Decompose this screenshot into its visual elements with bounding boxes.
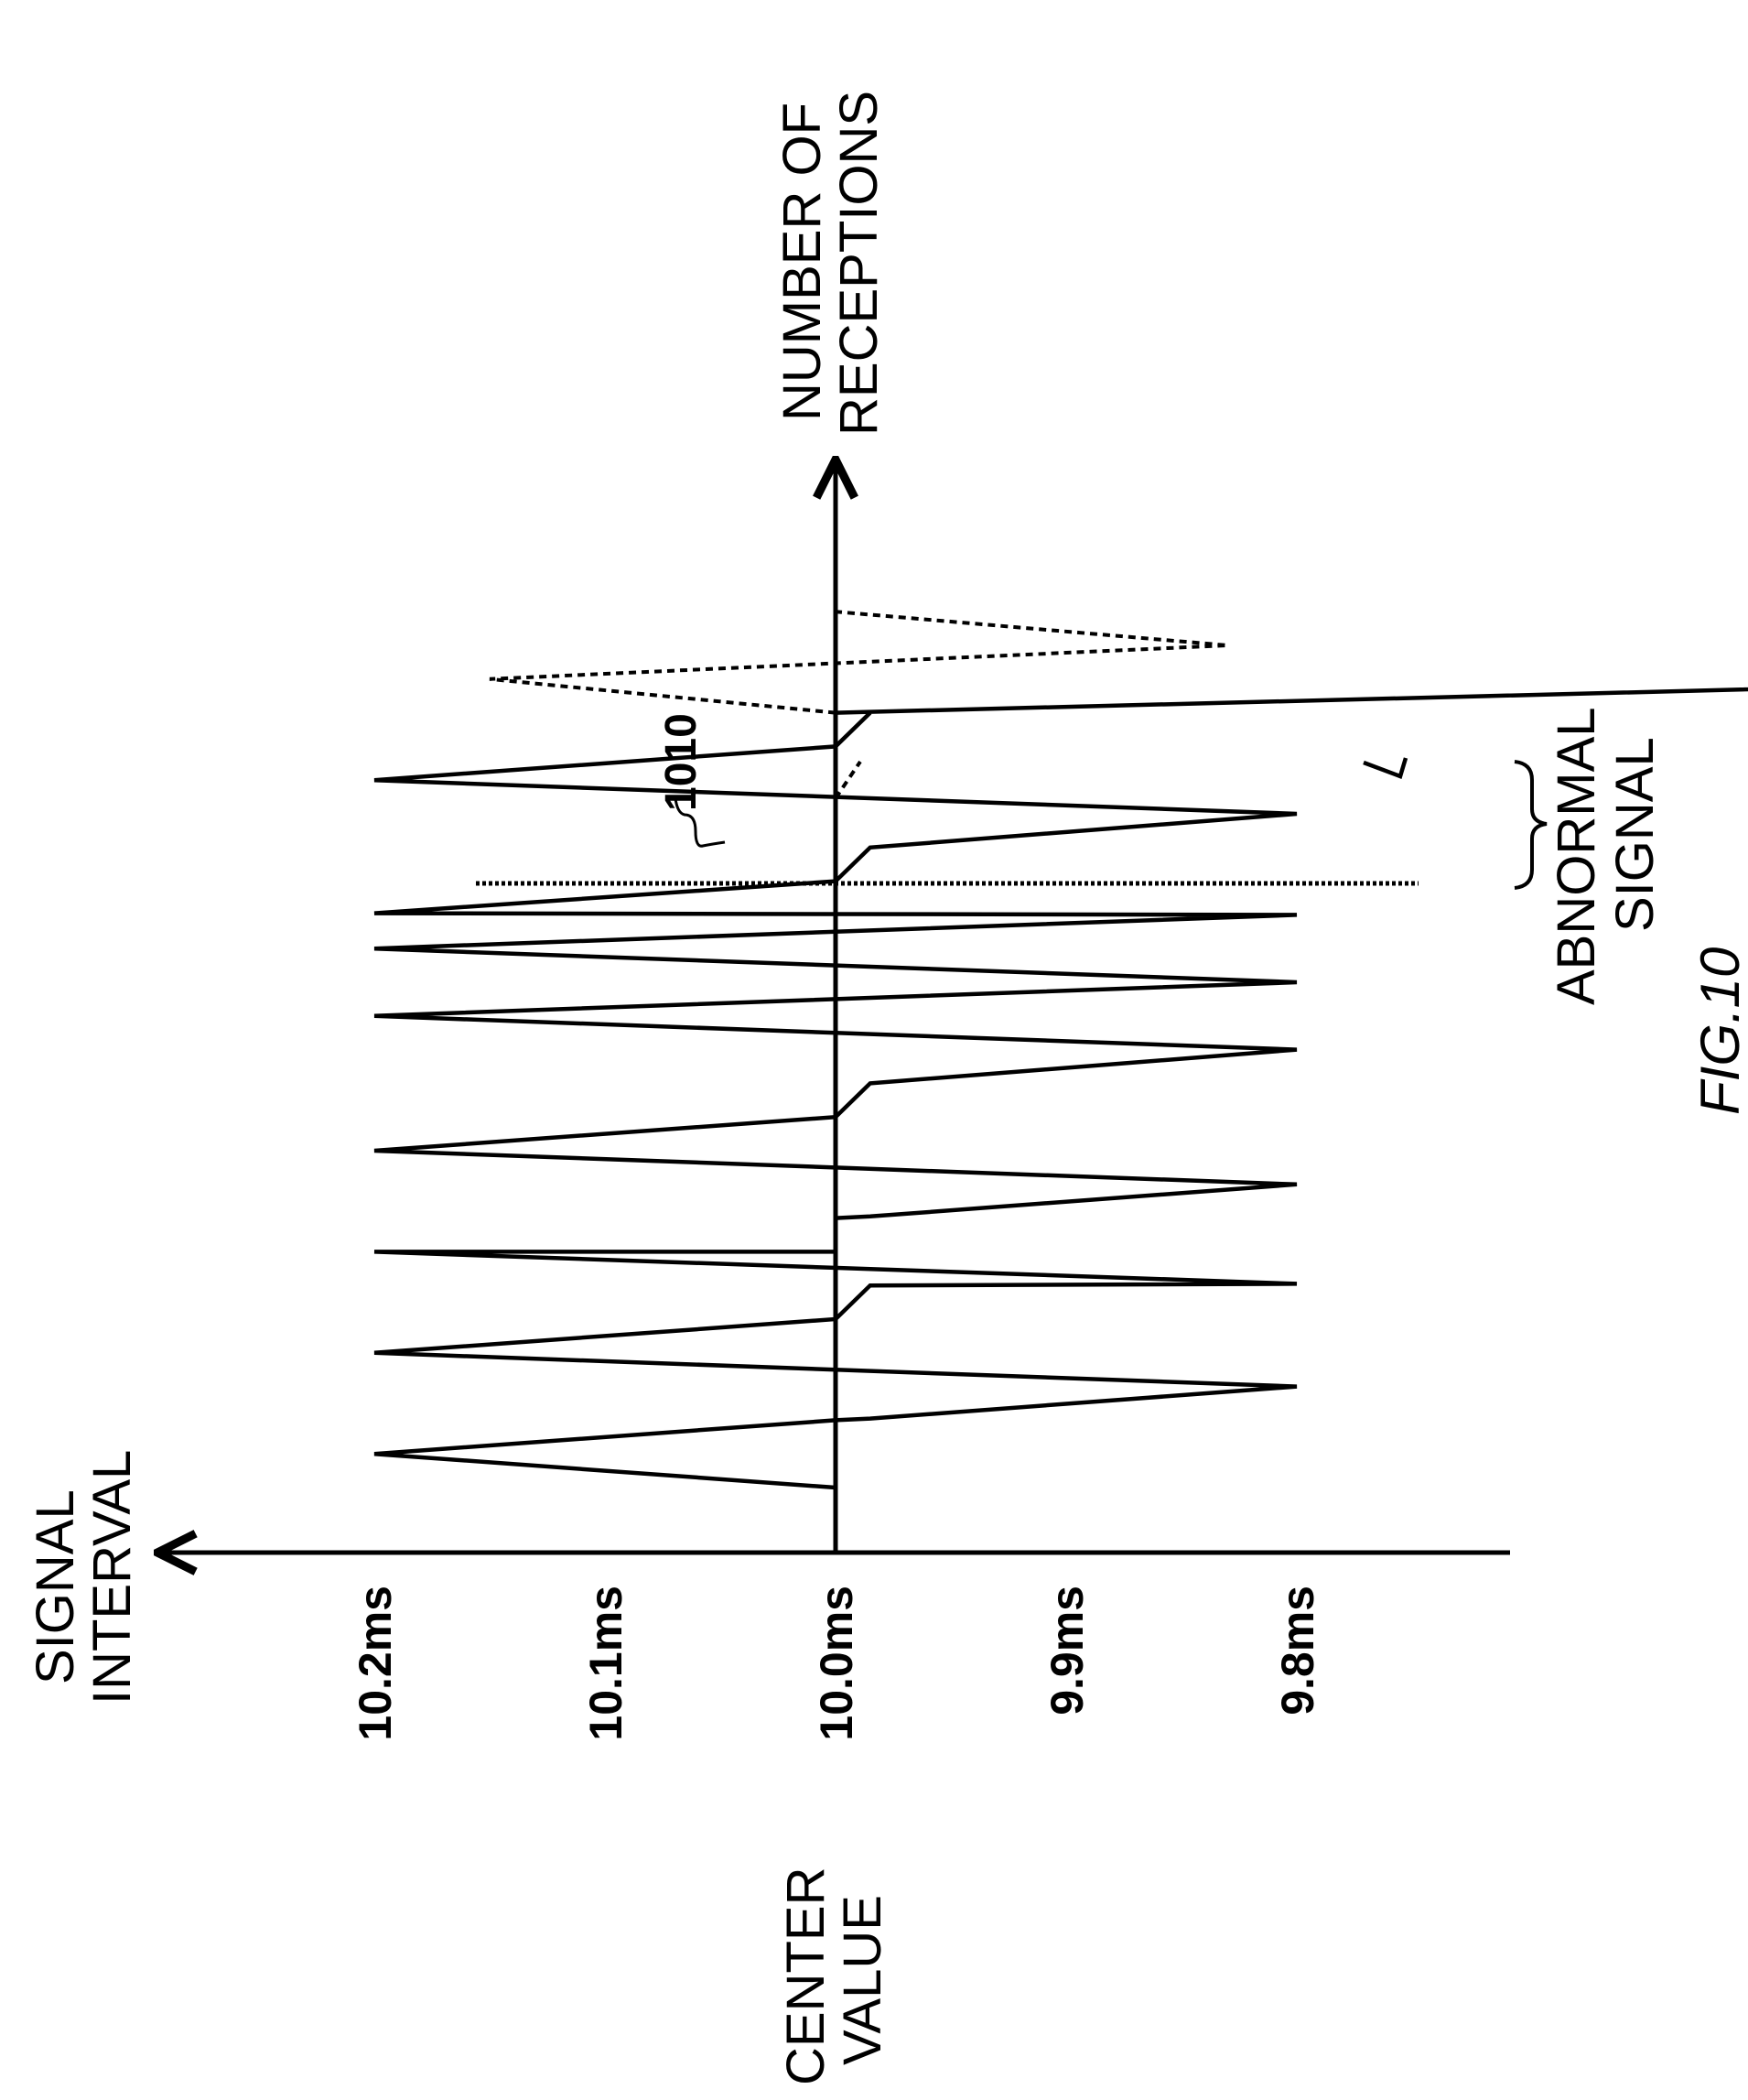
x-axis-label-line2: RECEPTIONS [829,91,889,436]
y-axis-label-line1: SIGNAL [26,1489,85,1684]
figure-caption: FIG.10 [1689,947,1748,1115]
abnormal-signal-label-line1: ABNORMAL [1547,707,1606,1005]
x-axis-label-line1: NUMBER OF [772,103,832,421]
series-layer [373,610,1748,1490]
center-value-label-line1: CENTER [776,1867,836,2085]
y-tick-label: 10.1ms [580,1586,631,1741]
y-tick-label: 10.2ms [350,1586,401,1741]
abnormal-bracket [1514,760,1548,890]
abnormal-signal-line [835,687,1748,715]
tick-layer: 10.2ms 10.1ms 10.0ms 9.9ms 9.8ms [350,1586,1323,1741]
normal-signal-reference-dashed-line [489,610,1228,715]
center-value-label-line2: VALUE [833,1895,892,2065]
normal-signal-reference-dashed-tip [834,760,862,800]
abnormal-signal-tail [1363,757,1408,779]
reference-leader-line [674,797,726,848]
y-tick-label: 9.8ms [1272,1586,1323,1716]
y-tick-label: 10.0ms [811,1586,862,1741]
y-axis-label-line2: INTERVAL [82,1450,142,1705]
y-tick-label: 9.9ms [1041,1586,1093,1716]
signal-interval-line [373,710,1298,1490]
reference-numeral: 1010 [657,713,706,811]
abnormal-signal-label-line2: SIGNAL [1605,737,1665,932]
